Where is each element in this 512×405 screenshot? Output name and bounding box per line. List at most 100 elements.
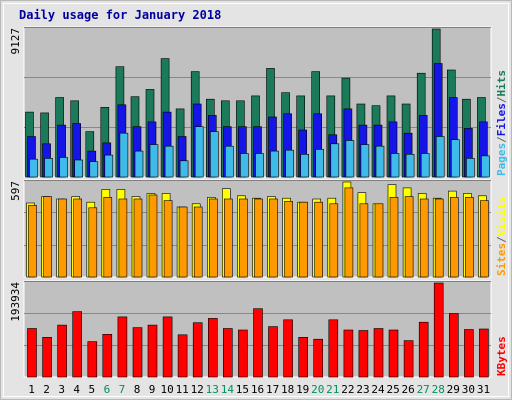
bar-kbytes-kbytes-day-19 bbox=[298, 336, 309, 378]
bar-hits-pages-day-30 bbox=[466, 158, 475, 178]
bar-kbytes-kbytes-day-13 bbox=[208, 318, 218, 378]
x-tick-label-day-5: 5 bbox=[88, 383, 95, 396]
bar-kbytes-kbytes-day-6 bbox=[102, 333, 113, 378]
legend-visits-item: Visits bbox=[495, 197, 508, 237]
x-tick-label-day-1: 1 bbox=[28, 383, 35, 396]
bar-hits-pages-day-21 bbox=[330, 143, 340, 178]
x-tick-label-day-24: 24 bbox=[371, 383, 385, 396]
bar-hits-pages-day-31 bbox=[481, 155, 490, 178]
x-tick-label-day-18: 18 bbox=[281, 383, 294, 396]
bar-visits-sites-day-4 bbox=[73, 198, 82, 278]
y-max-label-hits: 9127 bbox=[9, 28, 22, 55]
bar-hits-pages-day-2 bbox=[44, 158, 53, 178]
bar-visits-sites-day-19 bbox=[299, 201, 309, 278]
bar-kbytes-kbytes-day-3 bbox=[57, 324, 67, 378]
bar-visits-sites-day-26 bbox=[404, 196, 414, 278]
x-tick-label-day-30: 30 bbox=[462, 383, 475, 396]
x-tick-label-day-8: 8 bbox=[134, 383, 141, 396]
x-tick-label-day-3: 3 bbox=[58, 383, 65, 396]
bar-visits-sites-day-21 bbox=[329, 203, 339, 278]
bar-visits-sites-day-1 bbox=[28, 205, 37, 278]
bar-hits-pages-day-25 bbox=[390, 153, 400, 178]
bar-hits-pages-day-22 bbox=[345, 140, 355, 178]
legend-visits-item: Sites bbox=[495, 243, 508, 276]
bar-visits-sites-day-14 bbox=[224, 198, 233, 278]
x-tick-label-day-15: 15 bbox=[236, 383, 249, 396]
bar-visits-sites-day-22 bbox=[344, 187, 354, 278]
legend-visits: Sites/Visits bbox=[495, 197, 508, 277]
x-tick-label-day-23: 23 bbox=[356, 383, 369, 396]
x-tick-label-day-10: 10 bbox=[160, 383, 173, 396]
bar-hits-pages-day-28 bbox=[435, 136, 445, 178]
series-kbytes bbox=[27, 282, 489, 378]
x-tick-label-day-21: 21 bbox=[326, 383, 339, 396]
legend-hits-item: Files bbox=[495, 103, 508, 136]
x-tick-label-day-27: 27 bbox=[417, 383, 430, 396]
bar-kbytes-kbytes-day-4 bbox=[72, 311, 82, 378]
x-tick-label-day-6: 6 bbox=[104, 383, 111, 396]
bar-hits-pages-day-10 bbox=[164, 145, 174, 178]
bar-kbytes-kbytes-day-20 bbox=[313, 338, 324, 378]
panel-visits: 597 Sites/Visits bbox=[9, 179, 508, 278]
bar-hits-pages-day-17 bbox=[270, 150, 279, 178]
bar-visits-sites-day-12 bbox=[193, 206, 203, 278]
bar-kbytes-kbytes-day-24 bbox=[373, 328, 384, 378]
bar-visits-sites-day-10 bbox=[163, 200, 173, 278]
bar-visits-sites-day-16 bbox=[254, 198, 263, 278]
legend-hits: Pages/Files/Hits bbox=[495, 70, 508, 176]
bar-visits-sites-day-13 bbox=[209, 198, 218, 278]
bar-visits-sites-day-8 bbox=[133, 198, 143, 278]
x-tick-label-day-16: 16 bbox=[251, 383, 264, 396]
bar-visits-sites-day-15 bbox=[239, 198, 248, 278]
bar-visits-sites-day-31 bbox=[480, 200, 489, 278]
x-tick-label-day-28: 28 bbox=[432, 383, 445, 396]
bar-hits-pages-day-23 bbox=[360, 144, 370, 178]
bar-hits-pages-day-14 bbox=[225, 145, 234, 178]
bar-visits-sites-day-24 bbox=[374, 203, 384, 278]
legend-hits-item: Hits bbox=[495, 70, 508, 97]
bar-visits-sites-day-20 bbox=[314, 201, 324, 278]
x-tick-label-day-13: 13 bbox=[206, 383, 219, 396]
bar-hits-pages-day-6 bbox=[104, 154, 114, 178]
x-tick-label-day-7: 7 bbox=[119, 383, 126, 396]
legend-visits-item: / bbox=[495, 236, 508, 243]
bar-hits-pages-day-15 bbox=[240, 153, 249, 178]
x-tick-label-day-11: 11 bbox=[176, 383, 189, 396]
bar-kbytes-kbytes-day-31 bbox=[479, 328, 489, 378]
bar-kbytes-kbytes-day-21 bbox=[328, 319, 339, 378]
legend-hits-item: / bbox=[495, 96, 508, 103]
bar-hits-pages-day-20 bbox=[315, 149, 325, 178]
bar-kbytes-kbytes-day-7 bbox=[117, 316, 128, 378]
bar-visits-sites-day-30 bbox=[465, 197, 474, 278]
bar-visits-sites-day-3 bbox=[58, 198, 67, 278]
bar-hits-pages-day-9 bbox=[149, 144, 159, 178]
bar-hits-pages-day-11 bbox=[179, 160, 189, 178]
bar-visits-sites-day-9 bbox=[148, 194, 158, 278]
bar-hits-pages-day-16 bbox=[255, 153, 264, 178]
bar-visits-sites-day-23 bbox=[359, 203, 369, 278]
bar-visits-sites-day-25 bbox=[389, 197, 399, 278]
bar-visits-sites-day-29 bbox=[449, 197, 459, 278]
bar-hits-pages-day-24 bbox=[375, 145, 385, 178]
bar-kbytes-kbytes-day-30 bbox=[464, 329, 474, 378]
bar-kbytes-kbytes-day-28 bbox=[433, 282, 444, 378]
legend-hits-item: Pages bbox=[495, 143, 508, 176]
bar-visits-sites-day-17 bbox=[269, 198, 278, 278]
bar-visits-sites-day-11 bbox=[178, 206, 188, 278]
x-tick-label-day-29: 29 bbox=[447, 383, 460, 396]
bar-hits-pages-day-18 bbox=[285, 149, 294, 178]
x-tick-label-day-20: 20 bbox=[311, 383, 324, 396]
bar-kbytes-kbytes-day-8 bbox=[132, 327, 143, 378]
bar-hits-pages-day-4 bbox=[74, 159, 83, 178]
x-tick-label-day-19: 19 bbox=[296, 383, 309, 396]
bar-visits-sites-day-6 bbox=[103, 197, 113, 278]
panel-kbytes: 193934 KBytes bbox=[9, 280, 508, 378]
bar-hits-pages-day-7 bbox=[119, 132, 129, 178]
series-pages bbox=[29, 126, 490, 178]
bar-visits-sites-day-18 bbox=[284, 201, 293, 278]
y-max-label-visits: 597 bbox=[9, 181, 22, 201]
bar-hits-pages-day-19 bbox=[300, 154, 310, 178]
